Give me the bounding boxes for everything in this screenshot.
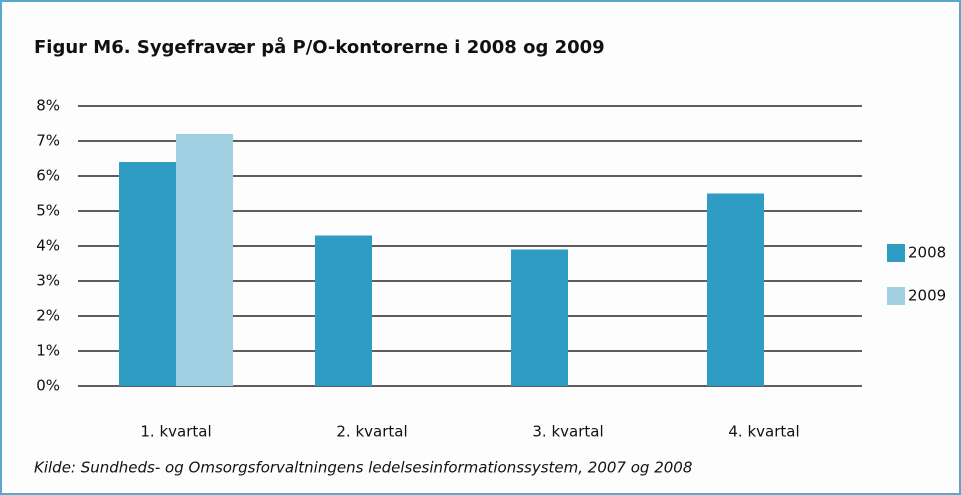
y-tick-label: 1% [36,342,60,360]
y-tick-label: 0% [36,377,60,395]
y-tick-label: 8% [36,97,60,115]
x-tick-label: 1. kvartal [140,423,211,441]
y-tick-label: 5% [36,202,60,220]
x-tick-label: 3. kvartal [532,423,603,441]
legend-label: 2008 [908,244,946,262]
bar [119,162,176,386]
x-tick-label: 4. kvartal [728,423,799,441]
y-tick-label: 7% [36,132,60,150]
source-note: Kilde: Sundheds- og Omsorgsforvaltningen… [34,459,692,477]
bar [315,235,372,386]
y-tick-label: 3% [36,272,60,290]
legend-swatch [887,287,905,305]
y-tick-label: 2% [36,307,60,325]
y-tick-label: 4% [36,237,60,255]
x-tick-label: 2. kvartal [336,423,407,441]
bar [511,249,568,386]
y-tick-label: 6% [36,167,60,185]
legend-label: 2009 [908,287,946,305]
chart-title: Figur M6. Sygefravær på P/O-kontorerne i… [34,36,605,58]
bar [707,193,764,386]
legend-swatch [887,244,905,262]
bar [176,134,233,386]
